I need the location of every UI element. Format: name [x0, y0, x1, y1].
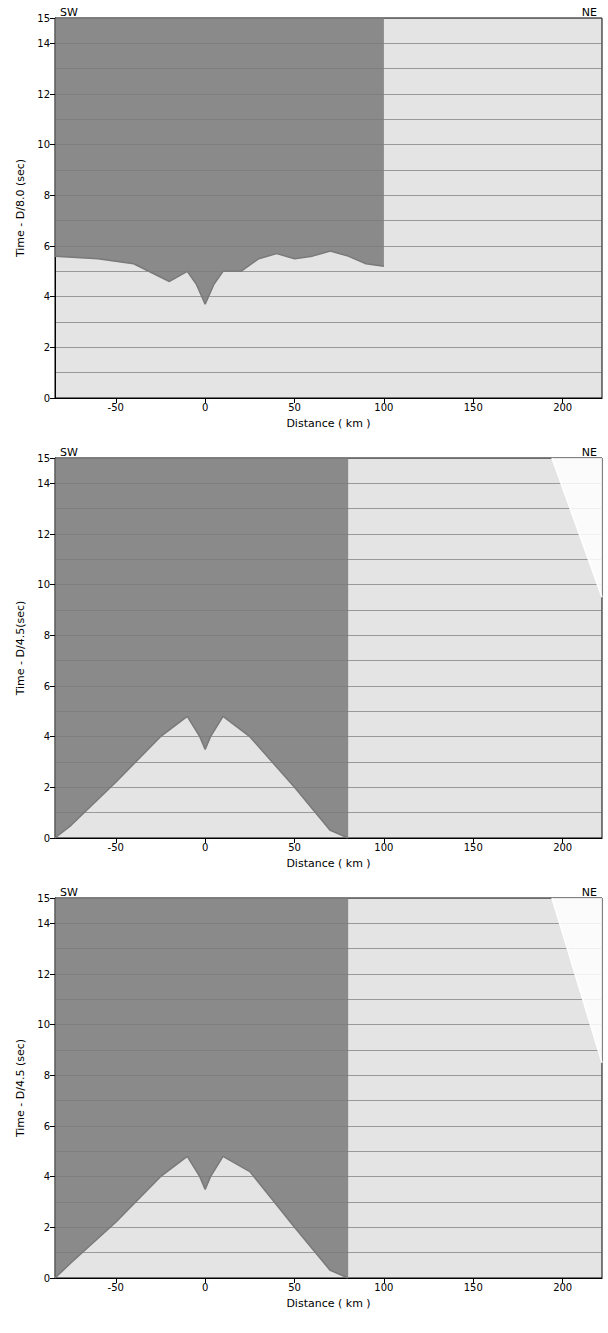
- svg-text:NE: NE: [582, 6, 597, 19]
- svg-text:0: 0: [202, 402, 208, 413]
- svg-text:50: 50: [288, 402, 301, 413]
- svg-text:14: 14: [37, 38, 50, 49]
- svg-text:4: 4: [44, 731, 50, 742]
- svg-text:-50: -50: [108, 1282, 124, 1293]
- svg-text:2: 2: [44, 1222, 50, 1233]
- svg-text:200: 200: [553, 402, 572, 413]
- svg-text:12: 12: [37, 529, 50, 540]
- svg-text:0: 0: [202, 842, 208, 853]
- svg-text:100: 100: [374, 402, 393, 413]
- svg-text:10: 10: [37, 579, 50, 590]
- svg-text:150: 150: [464, 842, 483, 853]
- svg-text:50: 50: [288, 1282, 301, 1293]
- svg-text:6: 6: [44, 241, 50, 252]
- svg-text:-50: -50: [108, 842, 124, 853]
- svg-text:Distance ( km ): Distance ( km ): [286, 417, 370, 430]
- svg-text:Time - D/4.5(sec): Time - D/4.5(sec): [14, 601, 27, 697]
- svg-text:4: 4: [44, 1171, 50, 1182]
- svg-text:0: 0: [44, 393, 50, 404]
- svg-text:Distance ( km ): Distance ( km ): [286, 857, 370, 870]
- svg-text:100: 100: [374, 842, 393, 853]
- svg-text:50: 50: [288, 842, 301, 853]
- svg-text:12: 12: [37, 89, 50, 100]
- svg-text:-50: -50: [108, 402, 124, 413]
- svg-text:NE: NE: [582, 446, 597, 459]
- svg-text:0: 0: [202, 1282, 208, 1293]
- svg-text:6: 6: [44, 1121, 50, 1132]
- svg-text:SW: SW: [60, 6, 78, 19]
- svg-text:10: 10: [37, 1019, 50, 1030]
- svg-text:15: 15: [37, 893, 50, 904]
- svg-text:SW: SW: [60, 446, 78, 459]
- svg-text:150: 150: [464, 1282, 483, 1293]
- svg-text:200: 200: [553, 842, 572, 853]
- svg-text:150: 150: [464, 402, 483, 413]
- svg-text:14: 14: [37, 918, 50, 929]
- svg-text:15: 15: [37, 13, 50, 24]
- svg-text:200: 200: [553, 1282, 572, 1293]
- svg-text:0: 0: [44, 833, 50, 844]
- svg-text:Time - D/8.0 (sec): Time - D/8.0 (sec): [14, 159, 27, 258]
- svg-text:4: 4: [44, 291, 50, 302]
- svg-text:SW: SW: [60, 886, 78, 899]
- svg-text:Distance ( km ): Distance ( km ): [286, 1297, 370, 1310]
- svg-text:2: 2: [44, 342, 50, 353]
- svg-text:8: 8: [44, 630, 50, 641]
- svg-text:Time - D/4.5 (sec): Time - D/4.5 (sec): [14, 1039, 27, 1138]
- svg-text:NE: NE: [582, 886, 597, 899]
- svg-text:6: 6: [44, 681, 50, 692]
- svg-text:8: 8: [44, 1070, 50, 1081]
- svg-text:8: 8: [44, 190, 50, 201]
- svg-text:0: 0: [44, 1273, 50, 1284]
- svg-text:2: 2: [44, 782, 50, 793]
- svg-text:100: 100: [374, 1282, 393, 1293]
- svg-text:14: 14: [37, 478, 50, 489]
- svg-text:15: 15: [37, 453, 50, 464]
- svg-text:10: 10: [37, 139, 50, 150]
- svg-text:12: 12: [37, 969, 50, 980]
